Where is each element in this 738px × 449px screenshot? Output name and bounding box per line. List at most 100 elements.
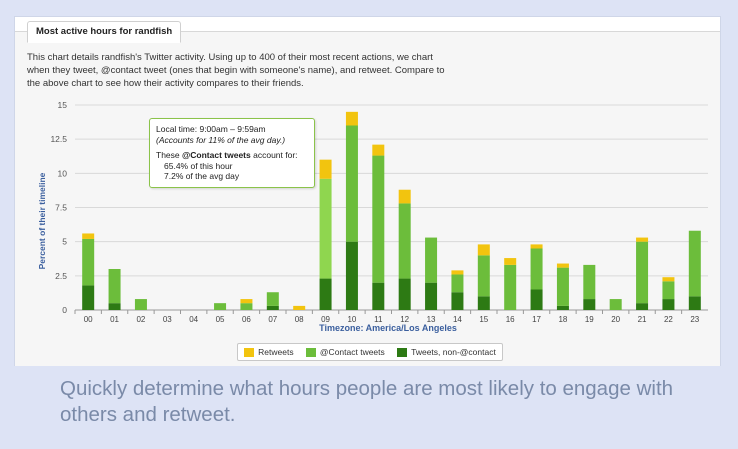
x-tick-label: 10 [347, 315, 356, 324]
legend-swatch [305, 347, 316, 357]
bar-segment-tweets-07 [266, 305, 279, 310]
bar-segment-tweets-15 [477, 296, 490, 310]
x-tick-label: 22 [664, 315, 673, 324]
bar-segment-retweets-00 [82, 233, 95, 239]
tooltip-share: (Accounts for 11% of the avg day.) [156, 134, 286, 145]
x-axis-label: Timezone: America/Los Angeles [319, 323, 457, 333]
tooltip-day-pct: 7.2% of the avg day [164, 171, 240, 181]
legend-item-contact[interactable]: @Contact tweets [305, 347, 385, 357]
bar-segment-retweets-12 [398, 189, 411, 204]
bar-segment-contact-19 [583, 264, 596, 300]
y-tick-label: 2.5 [55, 271, 67, 281]
x-tick-label: 18 [558, 315, 567, 324]
x-tick-label: 16 [506, 315, 515, 324]
bar-segment-retweets-11 [372, 144, 385, 156]
x-tick-label: 13 [427, 315, 436, 324]
bar-segment-tweets-10 [345, 241, 358, 310]
x-tick-label: 00 [84, 315, 93, 324]
bar-segment-contact-11 [372, 155, 385, 283]
panel-tab[interactable]: Most active hours for randfish [27, 21, 182, 43]
bar-segment-tweets-01 [108, 303, 121, 310]
legend-swatch [397, 347, 408, 357]
y-tick-label: 15 [58, 100, 68, 110]
bar-segment-contact-13 [425, 237, 438, 283]
chart-legend: Retweets @Contact tweets Tweets, non-@co… [237, 343, 503, 361]
feature-caption: Quickly determine what hours people are … [60, 377, 674, 426]
x-tick-label: 12 [400, 315, 409, 324]
legend-swatch [244, 347, 255, 357]
x-tick-label: 04 [189, 315, 198, 324]
bar-segment-retweets-16 [504, 258, 517, 265]
x-tick-label: 02 [136, 315, 145, 324]
bar-segment-tweets-00 [82, 285, 95, 310]
y-tick-label: 10 [58, 168, 68, 178]
bar-segment-tweets-18 [556, 305, 569, 310]
bar-segment-retweets-10 [345, 111, 358, 126]
bar-segment-contact-21 [636, 241, 649, 304]
bar-segment-retweets-17 [530, 244, 543, 249]
y-tick-label: 5 [62, 237, 67, 247]
bar-segment-tweets-12 [398, 278, 411, 310]
bar-segment-tweets-11 [372, 282, 385, 310]
bar-segment-tweets-17 [530, 289, 543, 310]
x-tick-label: 07 [268, 315, 277, 324]
bar-segment-contact-20 [609, 299, 622, 310]
x-tick-label: 08 [295, 315, 304, 324]
x-tick-label: 05 [216, 315, 225, 324]
tooltip-heading: These @Contact tweets account for: [156, 150, 298, 160]
bar-segment-tweets-21 [636, 303, 649, 310]
bar-segment-retweets-18 [556, 263, 569, 268]
x-tick-label: 03 [163, 315, 172, 324]
bar-segment-tweets-23 [688, 296, 701, 310]
y-tick-label: 0 [62, 305, 67, 315]
bar-segment-retweets-22 [662, 277, 675, 282]
bar-segment-contact-00 [82, 238, 95, 286]
bar-segment-contact-17 [530, 248, 543, 290]
bar-segment-contact-12 [398, 203, 411, 279]
bar-segment-contact-06 [240, 303, 253, 310]
tooltip-series: @Contact tweets [182, 150, 251, 160]
bar-segment-contact-10 [345, 125, 358, 242]
bars [82, 111, 701, 310]
bar-segment-retweets-14 [451, 270, 464, 275]
legend-item-tweets[interactable]: Tweets, non-@contact [397, 347, 496, 357]
chart-card: Most active hours for randfish This char… [14, 16, 721, 366]
tooltip-hour-pct: 65.4% of this hour [164, 160, 233, 171]
bar-segment-contact-14 [451, 274, 464, 293]
bar-segment-contact-05 [214, 303, 227, 310]
bar-segment-tweets-19 [583, 299, 596, 310]
x-tick-label: 23 [690, 315, 699, 324]
x-tick-label: 11 [374, 315, 383, 324]
x-tick-label: 19 [585, 315, 594, 324]
x-tick-label: 21 [638, 315, 647, 324]
bar-segment-tweets-14 [451, 292, 464, 310]
y-axis-label: Percent of their timeline [37, 172, 47, 269]
y-tick-label: 7.5 [55, 203, 67, 213]
bar-segment-contact-18 [556, 267, 569, 306]
bar-segment-contact-01 [108, 269, 121, 304]
bar-segment-retweets-09 [319, 159, 332, 179]
y-axis-ticks: 0 2.5 5 7.5 10 12.5 15 [50, 100, 67, 315]
hover-tooltip: Local time: 9:00am – 9:59am (Accounts fo… [149, 118, 315, 188]
bar-segment-contact-23 [688, 230, 701, 297]
bar-segment-tweets-09 [319, 278, 332, 310]
x-tick-label: 06 [242, 315, 251, 324]
legend-item-retweets[interactable]: Retweets [244, 347, 294, 357]
x-tick-label: 17 [532, 315, 541, 324]
y-tick-label: 12.5 [50, 134, 67, 144]
tooltip-time: Local time: 9:00am – 9:59am [156, 124, 266, 134]
x-tick-label: 20 [611, 315, 620, 324]
bar-segment-tweets-13 [425, 282, 438, 310]
x-tick-label: 15 [479, 315, 488, 324]
x-tick-label: 14 [453, 315, 462, 324]
bar-segment-retweets-15 [477, 244, 490, 256]
bar-segment-contact-09 [319, 178, 332, 279]
bar-segment-retweets-06 [240, 299, 253, 304]
x-tick-label: 09 [321, 315, 330, 324]
activity-chart: 0 2.5 5 7.5 10 12.5 15 00 01 02 03 04 05 06 07 08 09 10 1… [37, 100, 708, 333]
bar-segment-retweets-08 [293, 305, 306, 310]
x-axis-ticks: 00 01 02 03 04 05 06 07 08 09 10 11 12 13 14 15 16 17 18 19… [74, 310, 700, 324]
bar-segment-contact-16 [504, 264, 517, 310]
bar-segment-contact-15 [477, 255, 490, 297]
bar-segment-retweets-21 [636, 237, 649, 242]
